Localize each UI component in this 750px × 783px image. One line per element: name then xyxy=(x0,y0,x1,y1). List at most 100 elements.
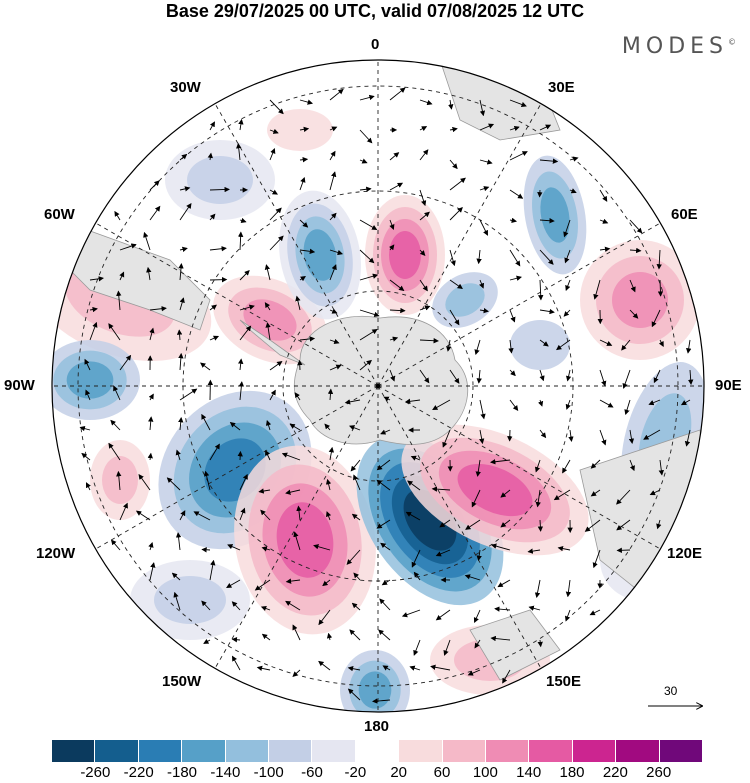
anomaly-contour xyxy=(276,502,334,578)
wind-vector xyxy=(565,279,571,291)
wind-vector xyxy=(179,297,185,311)
colorbar-tick-label: -180 xyxy=(166,764,198,781)
wind-vector xyxy=(449,207,463,221)
wind-vector xyxy=(108,442,121,461)
colorbar-swatch xyxy=(52,740,96,762)
wind-vector xyxy=(209,186,230,193)
wind-vector xyxy=(237,231,244,251)
wind-vector xyxy=(419,126,428,132)
colorbar-swatch xyxy=(182,740,226,762)
wind-vector xyxy=(419,305,431,311)
wind-vector xyxy=(538,279,544,301)
wind-vector xyxy=(261,633,271,641)
wind-vector xyxy=(359,329,378,341)
wind-vector xyxy=(114,210,121,221)
latitude-circle xyxy=(282,290,474,482)
wind-vector xyxy=(443,639,451,656)
wind-vector xyxy=(179,388,198,401)
colorbar-tick-label: 20 xyxy=(390,764,407,781)
meridian-line xyxy=(377,222,661,387)
wind-vector xyxy=(359,186,372,192)
wind-vector xyxy=(380,542,391,551)
colorbar-swatch xyxy=(138,740,183,762)
wind-vector xyxy=(265,449,271,461)
wind-vector xyxy=(439,519,451,528)
wind-vector xyxy=(467,669,481,676)
wind-vector xyxy=(508,339,514,354)
colorbar-swatch xyxy=(572,740,617,762)
wind-vector xyxy=(629,279,636,293)
wind-vector xyxy=(568,429,574,442)
wind-vector xyxy=(329,264,337,281)
wind-vector xyxy=(238,381,245,401)
wind-vector xyxy=(563,219,571,238)
wind-vector xyxy=(476,249,482,265)
wind-vector xyxy=(479,123,495,131)
map-content xyxy=(52,60,704,712)
wind-vector xyxy=(509,125,520,132)
wind-vector xyxy=(658,459,664,476)
wind-vector xyxy=(359,158,368,164)
colorbar-swatch xyxy=(225,740,270,762)
wind-vector xyxy=(351,602,361,611)
wind-vector xyxy=(239,217,247,224)
wind-vector xyxy=(410,455,421,461)
wind-vector xyxy=(564,249,571,264)
wind-vector xyxy=(269,207,282,221)
wind-vector xyxy=(599,189,608,202)
wind-vector xyxy=(329,338,340,345)
wind-vector xyxy=(419,279,428,292)
wind-vector xyxy=(686,339,692,354)
wind-vector xyxy=(89,276,104,282)
anomaly-contour xyxy=(102,456,138,504)
wind-vector xyxy=(479,159,493,165)
south-pole-marker xyxy=(375,383,381,389)
anomaly-contour xyxy=(187,156,253,204)
wind-vector xyxy=(409,665,421,671)
wind-vector xyxy=(564,609,571,622)
anomaly-contour xyxy=(612,272,668,328)
wind-vector xyxy=(389,279,405,292)
meridian-line xyxy=(214,103,379,387)
wind-vector xyxy=(537,639,543,648)
wind-vector xyxy=(629,309,639,319)
wind-vector xyxy=(509,309,516,323)
wind-vector xyxy=(175,449,181,461)
wind-vector xyxy=(299,275,306,282)
wind-vector xyxy=(584,519,601,532)
wind-vector xyxy=(148,393,154,401)
wind-vector xyxy=(379,598,391,611)
wind-vector xyxy=(347,665,361,672)
wind-vector xyxy=(378,629,391,641)
wind-vector xyxy=(207,152,213,161)
height-anomaly-field xyxy=(52,95,704,712)
wind-vector xyxy=(359,249,375,264)
logo-text: MODES xyxy=(621,34,728,59)
wind-vector xyxy=(179,202,192,221)
wind-vector xyxy=(688,369,694,386)
wind-vector xyxy=(359,129,373,144)
wind-vector xyxy=(389,307,406,314)
wind-vector xyxy=(110,419,121,431)
wind-vector xyxy=(269,361,283,371)
wind-vector xyxy=(329,364,342,371)
colorbar-tick-label: -220 xyxy=(123,764,154,781)
colorbar-tick-label: -100 xyxy=(253,764,284,781)
wind-vector xyxy=(148,542,154,551)
wind-vector xyxy=(389,152,400,161)
wind-vector xyxy=(680,399,691,406)
wind-vector xyxy=(173,591,181,611)
wind-vector xyxy=(509,369,516,377)
wind-vector xyxy=(649,489,661,496)
wind-vector xyxy=(629,219,643,234)
map-title: Base 29/07/2025 00 UTC, valid 07/08/2025… xyxy=(165,1,585,21)
wind-vector xyxy=(509,217,518,224)
wind-vector xyxy=(537,519,544,532)
wind-vector xyxy=(329,126,338,132)
wind-vector xyxy=(113,385,121,401)
wind-vector xyxy=(389,336,399,342)
wind-vector xyxy=(657,279,664,297)
wind-vector xyxy=(359,94,375,101)
wind-vector xyxy=(419,99,433,106)
wind-vector xyxy=(538,399,544,407)
